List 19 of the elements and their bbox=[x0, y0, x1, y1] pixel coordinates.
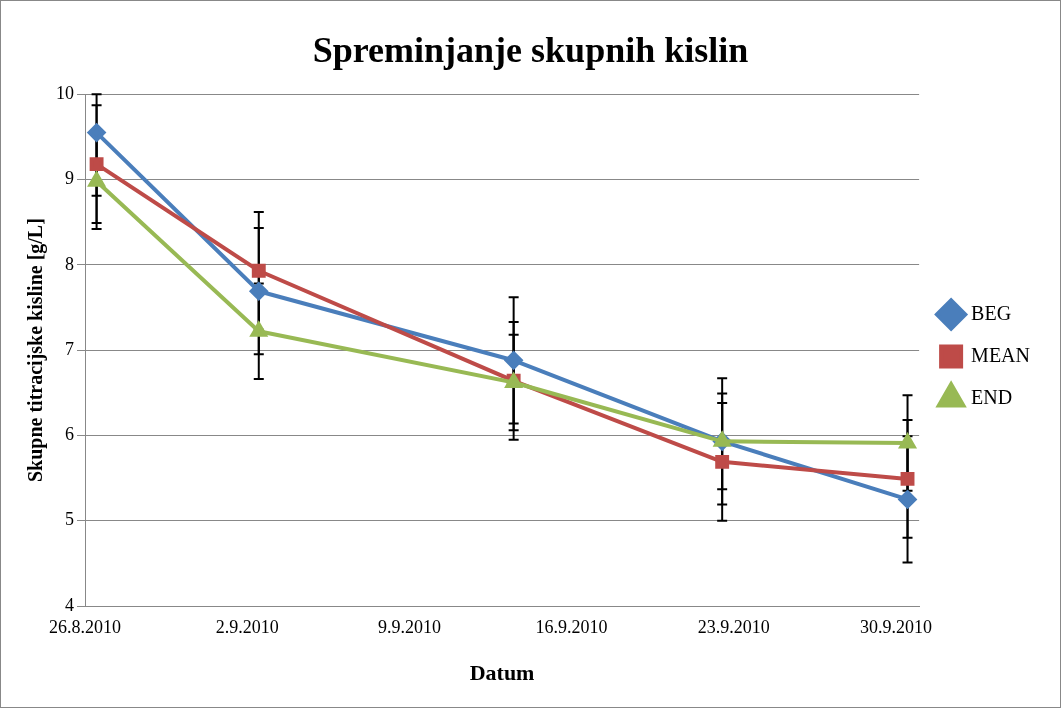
y-tick-label: 7 bbox=[65, 338, 74, 359]
y-tick-label: 9 bbox=[65, 168, 74, 189]
x-tick-label: 23.9.2010 bbox=[697, 616, 770, 637]
legend-label: BEG bbox=[971, 301, 1012, 324]
y-tick-label: 8 bbox=[65, 253, 74, 274]
y-axis-title: Skupne titracijske kisline [g/L] bbox=[24, 218, 48, 483]
x-axis-title: Datum bbox=[469, 660, 535, 686]
x-tick-label: 26.8.2010 bbox=[49, 616, 121, 637]
y-tick-label: 5 bbox=[65, 509, 74, 530]
x-tick-label: 9.9.2010 bbox=[377, 616, 441, 637]
x-tick-label: 16.9.2010 bbox=[535, 616, 608, 637]
chart-title: Spreminjanje skupnih kislin bbox=[312, 29, 749, 70]
x-tick-label: 2.9.2010 bbox=[215, 616, 279, 637]
legend-label: END bbox=[971, 385, 1013, 408]
x-tick-label: 30.9.2010 bbox=[859, 616, 932, 637]
legend-label: MEAN bbox=[971, 343, 1030, 366]
y-tick-label: 10 bbox=[56, 82, 74, 103]
y-tick-label: 6 bbox=[65, 424, 74, 445]
y-tick-label: 4 bbox=[65, 594, 74, 615]
